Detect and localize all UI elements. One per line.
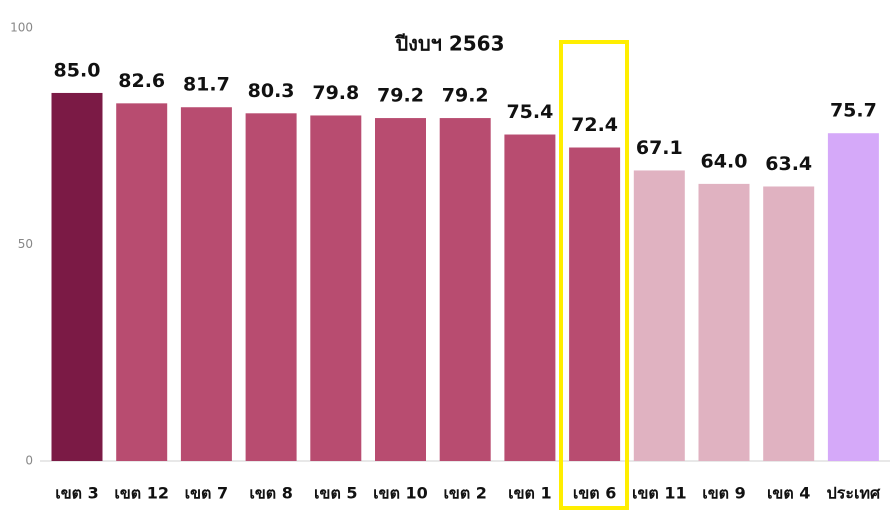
y-tick-label: 50 <box>18 237 33 251</box>
y-tick-label: 100 <box>10 21 33 35</box>
value-label: 79.2 <box>442 85 489 107</box>
value-label: 82.6 <box>118 70 165 92</box>
x-tick-label: เขต 6 <box>573 484 617 503</box>
bar <box>698 183 750 461</box>
bar <box>116 103 168 461</box>
bar <box>633 170 685 461</box>
highlight-box <box>559 40 629 510</box>
bar <box>827 133 879 461</box>
x-tick-label: เขต 11 <box>632 484 687 503</box>
x-tick-label: เขต 5 <box>314 484 358 503</box>
bar <box>504 134 556 461</box>
x-tick-label: เขต 4 <box>767 484 811 503</box>
bar <box>439 118 491 462</box>
bar <box>51 92 103 461</box>
value-label: 79.2 <box>377 85 424 107</box>
value-label: 72.4 <box>571 114 618 136</box>
x-tick-label: เขต 12 <box>114 484 169 503</box>
x-tick-label: ประเทศ <box>827 484 881 503</box>
y-tick-label: 0 <box>25 454 33 468</box>
value-label: 85.0 <box>54 59 101 81</box>
bar <box>763 186 815 461</box>
chart-title: ปีงบฯ 2563 <box>394 32 504 56</box>
x-tick-label: เขต 2 <box>443 484 487 503</box>
value-label: 81.7 <box>183 74 230 96</box>
x-tick-label: เขต 8 <box>249 484 293 503</box>
x-tick-label: เขต 1 <box>508 484 552 503</box>
bar <box>569 147 621 461</box>
value-label: 64.0 <box>701 150 748 172</box>
bar <box>310 115 362 461</box>
x-tick-label: เขต 3 <box>55 484 99 503</box>
x-tick-label: เขต 9 <box>702 484 746 503</box>
value-label: 75.4 <box>506 101 553 123</box>
x-tick-label: เขต 7 <box>185 484 229 503</box>
value-label: 75.7 <box>830 100 877 122</box>
bar <box>375 118 426 462</box>
value-label: 79.8 <box>312 82 359 104</box>
bar <box>245 113 297 462</box>
value-label: 67.1 <box>636 137 683 159</box>
value-label: 63.4 <box>765 153 812 175</box>
value-label: 80.3 <box>248 80 295 102</box>
bar <box>180 107 232 461</box>
x-tick-label: เขต 10 <box>373 484 428 503</box>
